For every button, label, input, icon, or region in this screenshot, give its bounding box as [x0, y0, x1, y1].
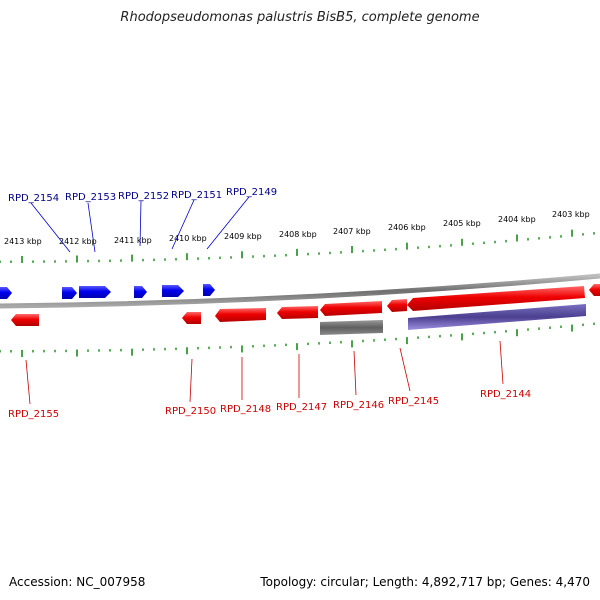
reverse-gene[interactable] [182, 312, 201, 324]
gene-label-reverse[interactable]: RPD_2150 [165, 406, 216, 417]
forward-gene[interactable] [62, 287, 77, 299]
scale-label: 2408 kbp [279, 230, 317, 239]
gene-label-reverse[interactable]: RPD_2146 [333, 400, 384, 411]
forward-gene[interactable] [162, 285, 184, 297]
leader-line [30, 202, 71, 253]
gene-label-reverse[interactable]: RPD_2155 [8, 409, 59, 420]
leader-line [499, 340, 504, 385]
rna-feature-block[interactable] [320, 320, 383, 335]
reverse-gene[interactable] [320, 301, 382, 316]
genome-summary-text: Topology: circular; Length: 4,892,717 bp… [260, 575, 590, 589]
genome-backbone [0, 273, 600, 309]
leader-line [353, 350, 357, 396]
forward-gene[interactable] [203, 284, 215, 296]
forward-gene[interactable] [79, 286, 111, 298]
scale-label: 2410 kbp [169, 234, 207, 243]
gene-label-forward[interactable]: RPD_2149 [226, 187, 277, 198]
scale-label: 2411 kbp [114, 236, 152, 245]
leader-line [206, 196, 250, 250]
gene-label-forward[interactable]: RPD_2154 [8, 193, 59, 204]
scale-label: 2406 kbp [388, 223, 426, 232]
reverse-gene[interactable] [11, 314, 39, 326]
reverse-gene[interactable] [407, 286, 585, 311]
forward-gene[interactable] [134, 286, 147, 298]
leader-line [87, 202, 96, 253]
gene-label-reverse[interactable]: RPD_2147 [276, 402, 327, 413]
reverse-gene[interactable] [387, 299, 407, 312]
reverse-gene[interactable] [589, 284, 600, 296]
protein-feature-block[interactable] [408, 304, 586, 330]
scale-label: 2412 kbp [59, 237, 97, 246]
scale-label: 2413 kbp [4, 237, 42, 246]
scale-label: 2407 kbp [333, 227, 371, 236]
scale-label: 2405 kbp [443, 219, 481, 228]
genome-title: Rhodopseudomonas palustris BisB5, comple… [120, 10, 480, 25]
gene-label-forward[interactable]: RPD_2151 [171, 190, 222, 201]
scale-label: 2404 kbp [498, 215, 536, 224]
leader-line [139, 200, 142, 247]
inner-tick-track [0, 322, 595, 357]
forward-gene[interactable] [0, 287, 12, 299]
leader-line [171, 199, 195, 250]
leader-line [399, 347, 411, 392]
leader-line [25, 359, 31, 405]
accession-text: Accession: NC_007958 [9, 575, 146, 589]
gene-label-reverse[interactable]: RPD_2145 [388, 396, 439, 407]
gene-label-reverse[interactable]: RPD_2148 [220, 404, 271, 415]
leader-line [189, 358, 193, 403]
gene-label-forward[interactable]: RPD_2152 [118, 191, 169, 202]
gene-label-reverse[interactable]: RPD_2144 [480, 389, 531, 400]
reverse-gene[interactable] [277, 306, 318, 319]
scale-label: 2409 kbp [224, 232, 262, 241]
outer-tick-track [0, 229, 595, 263]
reverse-gene[interactable] [215, 308, 266, 322]
gene-label-forward[interactable]: RPD_2153 [65, 192, 116, 203]
scale-label: 2403 kbp [552, 210, 590, 219]
